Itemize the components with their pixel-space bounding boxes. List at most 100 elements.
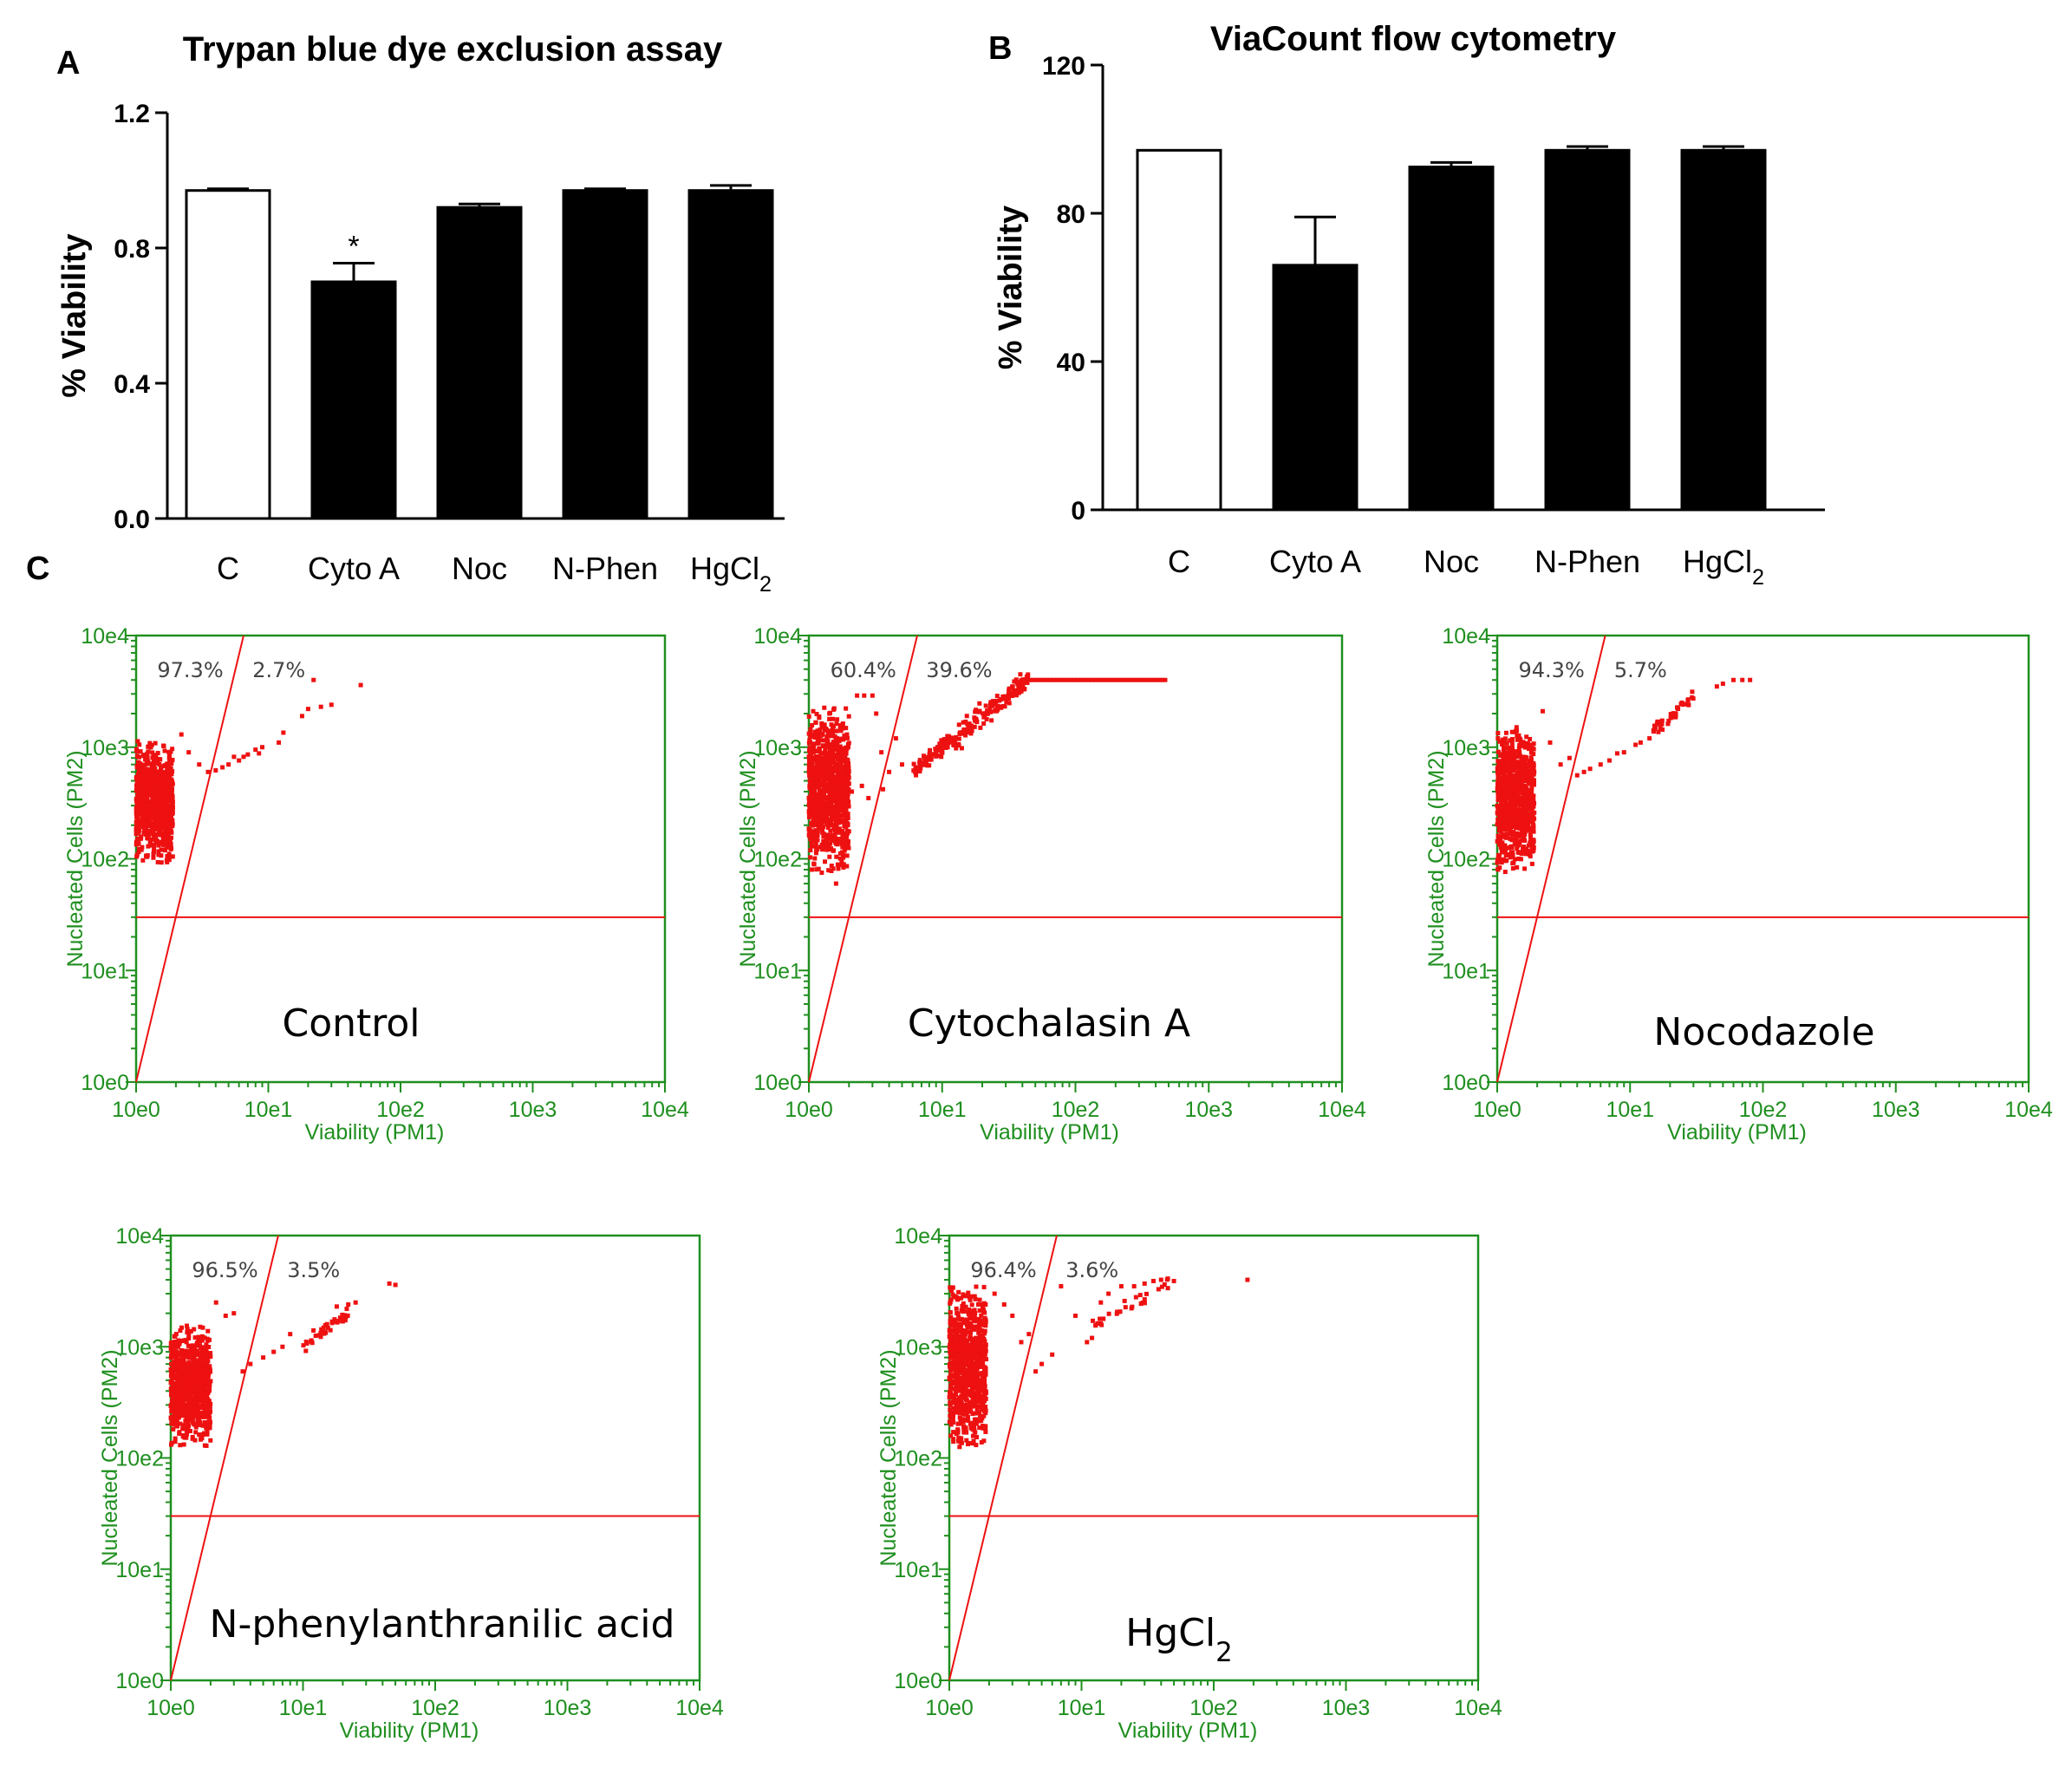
event-dot <box>844 749 849 754</box>
event-dot <box>1507 772 1512 777</box>
event-dot <box>199 1382 204 1387</box>
event-dot <box>1508 828 1513 833</box>
event-dot <box>182 1371 187 1376</box>
event-dot <box>1522 755 1528 760</box>
event-dot <box>817 759 822 764</box>
event-dot <box>1025 681 1030 686</box>
event-dot <box>826 734 831 739</box>
event-dot <box>1512 857 1517 862</box>
plot-frame <box>134 634 667 1084</box>
event-dot <box>172 1388 177 1393</box>
event-dot <box>153 740 158 746</box>
y-axis-label: Nucleated Cells (PM2) <box>98 1349 122 1566</box>
event-dot <box>170 757 175 762</box>
event-dot <box>1558 762 1563 767</box>
event-dot <box>1040 677 1046 682</box>
event-dot <box>205 1328 211 1334</box>
x-tick-label: 10e0 <box>925 1696 974 1720</box>
event-dot <box>977 708 982 714</box>
event-dot <box>156 787 161 792</box>
event-dot <box>226 762 231 767</box>
plot-frame <box>1495 634 2030 1084</box>
event-dot <box>844 732 850 737</box>
event-dot <box>177 1401 182 1406</box>
event-dot <box>192 1410 198 1415</box>
event-dot <box>171 1394 176 1399</box>
event-dot <box>831 848 836 853</box>
event-dot <box>989 718 994 723</box>
event-dot <box>144 815 149 820</box>
event-dot <box>207 1364 212 1369</box>
event-dot <box>148 837 153 842</box>
event-dot <box>1518 740 1523 745</box>
event-dot <box>1671 711 1676 716</box>
y-tick-label: 0.8 <box>114 235 150 264</box>
event-dot <box>958 731 963 736</box>
event-dot <box>993 701 998 707</box>
event-dot <box>162 828 167 833</box>
event-dot <box>927 751 932 756</box>
event-dot <box>145 794 150 799</box>
event-dot <box>1521 837 1527 842</box>
event-dots <box>1495 677 1753 875</box>
event-dot <box>817 789 822 794</box>
category-label-0: C <box>1168 544 1190 579</box>
event-dot <box>164 821 169 826</box>
event-dot <box>1514 779 1519 784</box>
event-dot <box>968 1297 973 1302</box>
x-tick-label: 10e3 <box>1872 1098 1920 1122</box>
event-dot <box>829 788 834 793</box>
event-dot <box>197 1372 202 1377</box>
event-dot <box>186 1389 191 1394</box>
event-dot <box>827 743 832 748</box>
event-dot <box>1521 833 1527 838</box>
event-dot <box>207 1425 212 1431</box>
event-dot <box>1504 811 1509 816</box>
viability-gate-line <box>948 1235 1058 1681</box>
event-dot <box>1528 799 1533 804</box>
event-dot <box>1093 677 1098 682</box>
event-dot <box>1514 800 1519 805</box>
event-dot <box>1145 677 1150 682</box>
event-dot <box>186 1379 192 1385</box>
event-dot <box>973 1430 978 1435</box>
event-dot <box>151 851 156 857</box>
event-dot <box>915 765 921 770</box>
event-dot <box>1502 819 1508 825</box>
y-tick-label: 1.2 <box>114 100 150 128</box>
event-dot <box>845 790 850 795</box>
event-dot <box>1508 792 1513 798</box>
event-dot <box>834 721 839 727</box>
event-dot <box>845 742 850 747</box>
event-dot <box>1614 751 1619 756</box>
event-dot <box>147 744 152 749</box>
event-dot <box>148 843 153 848</box>
event-dot <box>155 859 160 864</box>
event-dot <box>913 769 918 774</box>
event-dot <box>831 740 836 745</box>
event-dot <box>156 772 161 777</box>
event-dot <box>1520 795 1525 800</box>
event-dot <box>812 770 818 775</box>
event-dot <box>827 798 832 803</box>
bar-3 <box>1544 148 1631 512</box>
event-dot <box>838 813 844 819</box>
event-dot <box>874 711 879 716</box>
event-dot <box>824 752 830 757</box>
event-dot <box>161 840 166 845</box>
event-dot <box>831 745 836 750</box>
event-dot <box>844 832 850 837</box>
event-dot <box>162 797 167 802</box>
event-dot <box>168 1386 173 1392</box>
event-dot <box>1531 798 1536 803</box>
event-dot <box>198 1324 203 1329</box>
event-dot <box>845 799 850 805</box>
event-dot <box>817 802 822 807</box>
x-axis-label: Viability (PM1) <box>305 1120 445 1145</box>
event-dot <box>186 1343 191 1348</box>
x-axis-label: Viability (PM1) <box>1118 1719 1258 1743</box>
event-dot <box>1519 799 1524 805</box>
event-dot <box>836 799 841 804</box>
event-dot <box>203 1401 208 1406</box>
event-dot <box>146 770 151 775</box>
